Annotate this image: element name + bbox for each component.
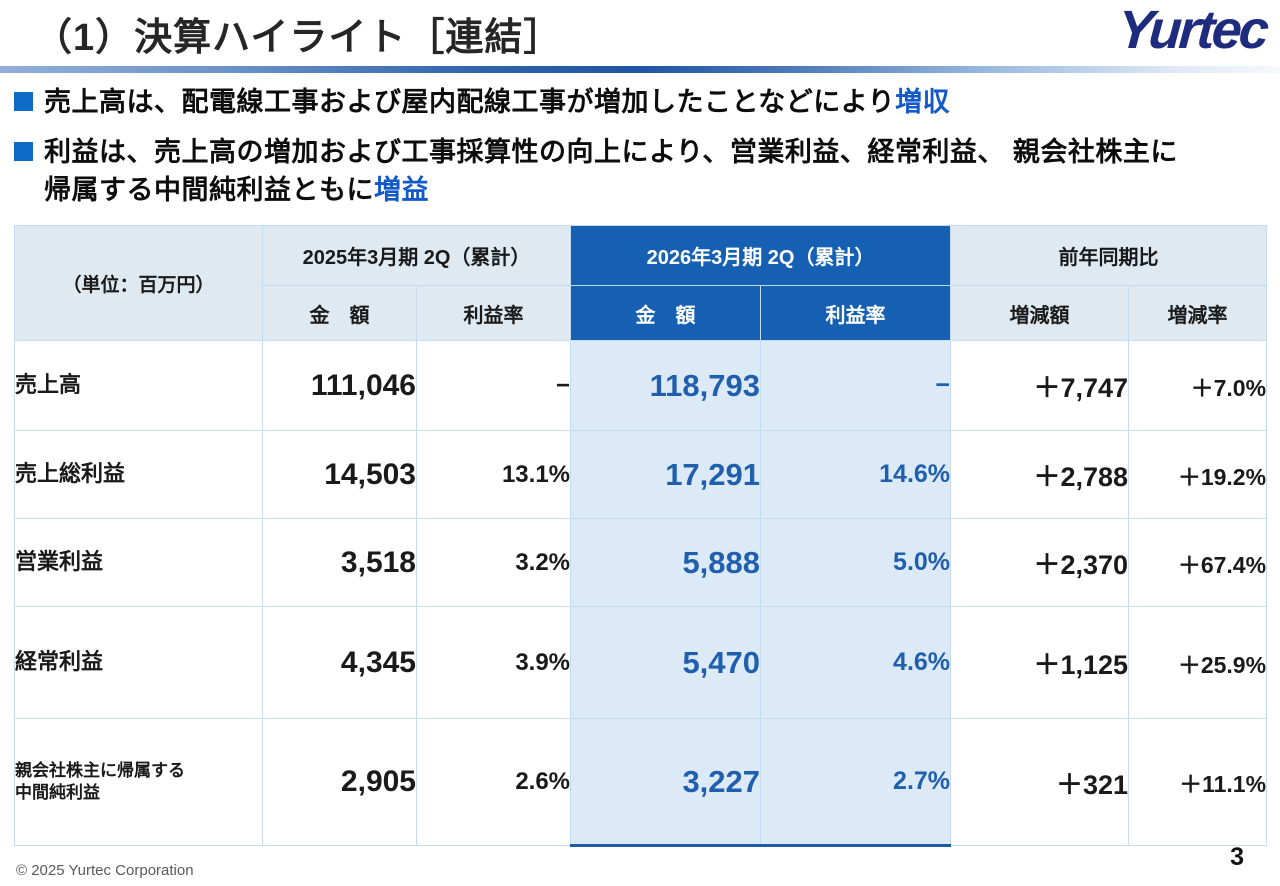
curr-margin-cell: 2.7%	[760, 718, 952, 847]
yurtec-logo: Yurtec	[1115, 0, 1269, 60]
page-number: 3	[1230, 843, 1244, 871]
prev-margin-cell: 2.6%	[415, 718, 572, 846]
row-label: 売上総利益	[14, 430, 263, 519]
prev-amount-cell: 14,503	[262, 430, 417, 519]
col-header-prev-margin: 利益率	[415, 285, 572, 341]
change-amount-cell: ＋321	[950, 718, 1130, 846]
highlight-bullet-profit: 利益は、売上高の増加および工事採算性の向上により、営業利益、経常利益、 親会社株…	[14, 134, 1266, 209]
curr-amount-cell: 17,291	[570, 430, 762, 519]
change-amount-cell: ＋1,125	[950, 606, 1130, 719]
curr-amount-cell: 118,793	[570, 340, 762, 431]
table-row-ordinary-income: 経常利益 4,345 3.9% 5,470 4.6% ＋1,125 ＋25.9%	[14, 606, 1268, 719]
highlight-text-revenue: 売上高は、配電線工事および屋内配線工事が増加したことなどにより増収	[44, 84, 950, 121]
col-header-change-rate: 増減率	[1128, 285, 1268, 341]
curr-margin-cell: 4.6%	[760, 606, 952, 719]
change-rate-cell: ＋67.4%	[1128, 518, 1268, 607]
prev-margin-cell: 13.1%	[415, 430, 572, 519]
col-header-change-amount: 増減額	[950, 285, 1130, 341]
curr-margin-cell: 14.6%	[760, 430, 952, 519]
slide-header: （1）決算ハイライト［連結］ Yurtec	[0, 0, 1280, 64]
col-group-yoy: 前年同期比	[950, 225, 1268, 286]
prev-margin-cell: 3.9%	[415, 606, 572, 719]
change-amount-cell: ＋2,788	[950, 430, 1130, 519]
curr-margin-cell: 5.0%	[760, 518, 952, 607]
highlight-text-profit: 利益は、売上高の増加および工事採算性の向上により、営業利益、経常利益、 親会社株…	[44, 134, 1178, 209]
row-label: 経常利益	[14, 606, 263, 719]
bullet-square-icon	[14, 142, 33, 162]
change-amount-cell: ＋2,370	[950, 518, 1130, 607]
col-group-prev-period: 2025年3月期 2Q（累計）	[261, 225, 572, 286]
curr-amount-cell: 5,888	[570, 518, 762, 607]
highlight-emphasis: 増収	[895, 87, 951, 117]
change-rate-cell: ＋19.2%	[1128, 430, 1268, 519]
footer-copyright: © 2025 Yurtec Corporation	[16, 862, 194, 879]
col-group-curr-period: 2026年3月期 2Q（累計）	[570, 225, 952, 286]
unit-label-cell: （単位：百万円）	[14, 225, 263, 341]
curr-amount-cell: 5,470	[570, 606, 762, 719]
bullet-square-icon	[14, 92, 33, 111]
table-subheader-row: 金 額 利益率 金 額 利益率 増減額 増減率	[15, 285, 1268, 341]
prev-amount-cell: 2,905	[262, 718, 417, 846]
highlight-line: 利益は、売上高の増加および工事採算性の向上により、営業利益、経常利益、 親会社株…	[44, 137, 1178, 168]
change-amount-cell: ＋7,747	[950, 340, 1130, 431]
prev-amount-cell: 3,518	[262, 518, 417, 607]
table-row-operating-income: 営業利益 3,518 3.2% 5,888 5.0% ＋2,370 ＋67.4%	[14, 518, 1268, 607]
row-label: 営業利益	[14, 518, 263, 607]
table-row-gross-profit: 売上総利益 14,503 13.1% 17,291 14.6% ＋2,788 ＋…	[14, 430, 1268, 519]
highlight-line: 帰属する中間純利益ともに	[44, 174, 374, 205]
page-title: （1）決算ハイライト［連結］	[34, 17, 563, 59]
col-header-curr-amount: 金 額	[570, 285, 762, 341]
change-rate-cell: ＋7.0%	[1128, 340, 1268, 431]
financial-results-table: （単位：百万円） 2025年3月期 2Q（累計） 2026年3月期 2Q（累計）…	[14, 225, 1268, 847]
highlights-section: 売上高は、配電線工事および屋内配線工事が増加したことなどにより増収 利益は、売上…	[14, 84, 1266, 222]
curr-amount-cell: 3,227	[570, 718, 762, 847]
row-label: 親会社株主に帰属する 中間純利益	[14, 718, 263, 846]
row-label: 売上高	[14, 340, 263, 431]
prev-margin-cell: −	[415, 340, 572, 431]
col-header-curr-margin: 利益率	[760, 285, 952, 341]
results-table-wrapper: （単位：百万円） 2025年3月期 2Q（累計） 2026年3月期 2Q（累計）…	[14, 225, 1268, 847]
change-rate-cell: ＋11.1%	[1128, 718, 1268, 846]
prev-margin-cell: 3.2%	[415, 518, 572, 607]
table-row-net-sales: 売上高 111,046 − 118,793 − ＋7,747 ＋7.0%	[14, 340, 1268, 431]
change-rate-cell: ＋25.9%	[1128, 606, 1268, 719]
prev-amount-cell: 4,345	[262, 606, 417, 719]
highlight-bullet-revenue: 売上高は、配電線工事および屋内配線工事が増加したことなどにより増収	[14, 84, 1266, 121]
highlight-emphasis: 増益	[374, 174, 429, 205]
highlight-line: 売上高は、配電線工事および屋内配線工事が増加したことなどにより	[44, 87, 896, 117]
col-header-prev-amount: 金 額	[262, 285, 417, 341]
table-group-header-row: （単位：百万円） 2025年3月期 2Q（累計） 2026年3月期 2Q（累計）…	[14, 225, 1268, 341]
title-underline	[0, 66, 1280, 73]
curr-margin-cell: −	[760, 340, 952, 431]
table-row-net-income: 親会社株主に帰属する 中間純利益 2,905 2.6% 3,227 2.7% ＋3…	[14, 718, 1268, 847]
prev-amount-cell: 111,046	[262, 340, 417, 431]
